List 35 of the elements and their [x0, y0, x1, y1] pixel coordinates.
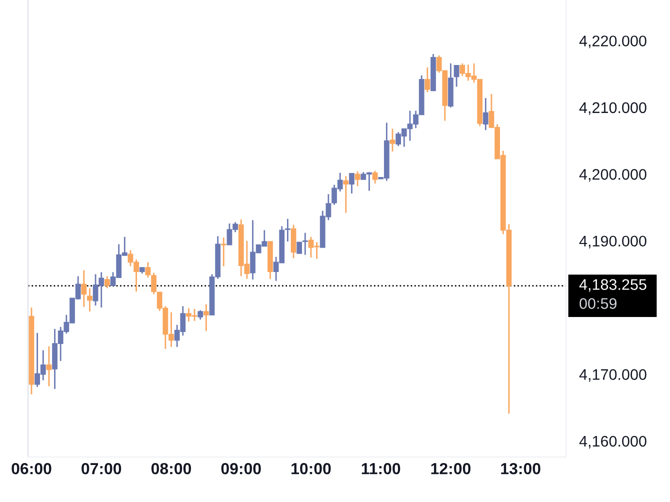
candlestick [87, 288, 92, 312]
candlestick [284, 218, 290, 242]
candlestick [81, 270, 87, 308]
candlestick [424, 66, 430, 93]
x-tick-label: 11:00 [362, 462, 400, 474]
x-tick-label: 13:00 [501, 462, 540, 474]
text: 00:59 [580, 298, 617, 309]
candlestick [46, 346, 52, 387]
x-tick-label: 08:00 [151, 462, 192, 474]
candlestick [198, 310, 204, 320]
candlestick [349, 172, 354, 194]
candlestick [203, 304, 209, 332]
y-tick-label: 4,160.000 [579, 436, 646, 448]
y-tick-label: 4,210.000 [579, 102, 646, 115]
candlestick [354, 170, 360, 187]
candlestick [302, 232, 308, 256]
candlestick [343, 175, 349, 214]
x-tick-label: 10:00 [292, 462, 331, 474]
y-tick-label: 4,220.000 [579, 36, 646, 48]
y-tick-label: 4,190.000 [579, 236, 646, 248]
candlestick [296, 242, 302, 254]
y-tick-label: 4,170.000 [579, 369, 646, 382]
candlestick [390, 128, 396, 152]
candlestick [290, 224, 296, 259]
candlestick [220, 236, 226, 267]
x-tick-label: 09:00 [221, 462, 261, 474]
ref-line-label: 4,183.255 [579, 279, 646, 292]
candlestick [482, 97, 488, 131]
x-tick-label: 06:00 [12, 462, 52, 474]
y-tick-label: 4,200.000 [579, 168, 646, 182]
x-tick-label: 12:00 [431, 462, 470, 474]
candlestick [372, 170, 378, 184]
x-tick-label: 07:00 [82, 462, 122, 474]
candlestick [104, 276, 110, 289]
candlestick [454, 64, 460, 88]
